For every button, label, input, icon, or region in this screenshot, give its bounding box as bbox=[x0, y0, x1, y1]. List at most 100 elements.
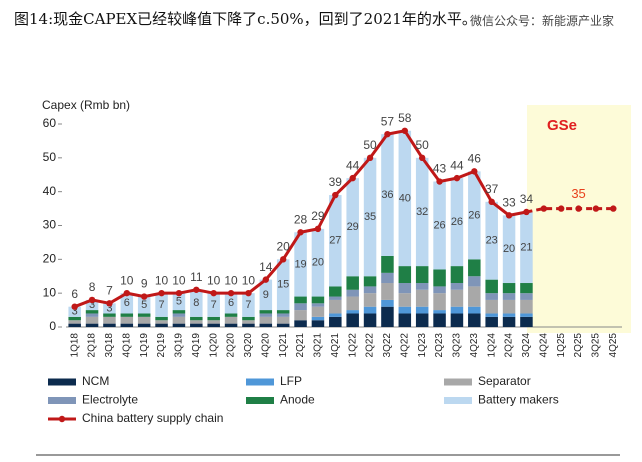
bar-segment bbox=[415, 157, 429, 267]
x-tick-label: 4Q20 bbox=[260, 333, 271, 358]
bar-segment bbox=[242, 320, 255, 324]
x-tick-label: 4Q21 bbox=[330, 333, 341, 358]
bar-segment bbox=[433, 286, 446, 294]
line-label: 6 bbox=[71, 287, 78, 301]
x-tick-label: 3Q25 bbox=[591, 333, 602, 358]
line-point bbox=[488, 198, 495, 206]
bar-segment bbox=[120, 316, 134, 324]
bar-segment bbox=[398, 266, 412, 284]
bar-segment bbox=[242, 293, 255, 317]
y-axis-label: Capex (Rmb bn) bbox=[42, 98, 130, 112]
bar-label: 27 bbox=[329, 235, 341, 247]
bar-label: 15 bbox=[277, 279, 289, 291]
x-tick-label: 4Q23 bbox=[469, 333, 480, 358]
x-tick-label: 1Q24 bbox=[486, 333, 497, 358]
legend-label: China battery supply chain bbox=[82, 411, 223, 425]
bar-segment bbox=[137, 323, 151, 327]
bar-segment bbox=[259, 316, 273, 324]
bar-segment bbox=[415, 306, 429, 314]
x-tick-label: 2Q21 bbox=[295, 333, 306, 358]
bar-segment bbox=[224, 323, 238, 327]
bar-segment bbox=[311, 303, 325, 307]
bar-segment bbox=[363, 276, 377, 287]
x-tick-label: 4Q18 bbox=[121, 333, 132, 358]
bar-segment bbox=[363, 157, 377, 277]
bar-segment bbox=[433, 293, 446, 311]
line-point bbox=[210, 289, 217, 297]
x-tick-label: 3Q24 bbox=[521, 333, 532, 358]
legend-label: NCM bbox=[82, 374, 109, 388]
bar-segment bbox=[68, 316, 81, 321]
bar-segment bbox=[68, 320, 81, 324]
line-point bbox=[557, 205, 565, 212]
bar-label: 23 bbox=[486, 235, 498, 247]
line-point bbox=[106, 300, 113, 307]
x-tick-label: 1Q19 bbox=[139, 333, 150, 358]
bar-segment bbox=[155, 293, 168, 317]
x-tick-label: 4Q25 bbox=[608, 333, 619, 358]
bar-segment bbox=[346, 289, 359, 297]
bar-segment bbox=[502, 313, 516, 317]
bar-segment bbox=[398, 306, 412, 314]
bar-segment bbox=[433, 313, 446, 327]
line-point bbox=[245, 289, 252, 297]
figure-title: 图14:现金CAPEX已经较峰值下降了c.50%，回到了2021年的水平。 bbox=[14, 10, 477, 28]
bar-segment bbox=[485, 201, 498, 280]
bar-segment bbox=[468, 313, 481, 327]
bar-segment bbox=[381, 272, 394, 284]
line-label: 34 bbox=[520, 192, 534, 206]
bar-label: 26 bbox=[468, 209, 480, 221]
bar-segment bbox=[415, 313, 429, 327]
line-label: 46 bbox=[468, 152, 482, 166]
bar-segment bbox=[520, 211, 533, 284]
bar-segment bbox=[346, 296, 359, 311]
bar-segment bbox=[520, 293, 533, 300]
bar-segment bbox=[276, 313, 290, 317]
legend-label: Electrolyte bbox=[82, 393, 138, 407]
forecast-shade bbox=[527, 105, 631, 333]
bar-segment bbox=[85, 299, 99, 311]
line-point bbox=[592, 205, 600, 212]
line-point bbox=[540, 205, 548, 212]
bar-segment bbox=[207, 293, 220, 317]
bar-segment bbox=[172, 293, 186, 311]
bar-segment bbox=[311, 320, 325, 327]
bar-label: 3 bbox=[72, 306, 78, 318]
bar-segment bbox=[155, 320, 168, 324]
bar-segment bbox=[346, 178, 359, 277]
line-point bbox=[384, 130, 391, 138]
bar-segment bbox=[224, 316, 238, 324]
line-label: 9 bbox=[141, 277, 148, 291]
line-point bbox=[158, 289, 165, 297]
bar-segment bbox=[294, 303, 307, 311]
legend-label: Separator bbox=[478, 374, 531, 388]
bar-segment bbox=[259, 310, 273, 314]
bar-label: 29 bbox=[347, 221, 359, 233]
line-label: 8 bbox=[89, 280, 96, 294]
bar-segment bbox=[68, 323, 81, 327]
bar-segment bbox=[68, 306, 81, 317]
y-tick-label: 20 bbox=[43, 252, 57, 266]
bar-label: 35 bbox=[364, 211, 376, 223]
bar-label: 5 bbox=[141, 299, 147, 311]
bar-segment bbox=[346, 313, 359, 327]
line-label: 50 bbox=[363, 138, 377, 152]
bar-segment bbox=[120, 323, 134, 327]
bar-segment bbox=[224, 313, 238, 317]
bar-segment bbox=[450, 283, 464, 290]
bar-segment bbox=[468, 171, 481, 260]
bar-segment bbox=[294, 320, 307, 327]
bar-segment bbox=[502, 283, 516, 294]
bar-segment bbox=[103, 323, 116, 327]
x-tick-label: 2Q20 bbox=[226, 333, 237, 358]
bar-segment bbox=[329, 296, 342, 300]
bar-label: 9 bbox=[263, 289, 269, 301]
annotation: GSe bbox=[547, 117, 577, 134]
line-label: 10 bbox=[224, 273, 238, 287]
line-label: 50 bbox=[416, 138, 430, 152]
bar-segment bbox=[381, 306, 394, 327]
legend-swatch bbox=[444, 378, 472, 386]
legend-swatch bbox=[246, 378, 274, 386]
bar-label: 3 bbox=[89, 299, 95, 311]
